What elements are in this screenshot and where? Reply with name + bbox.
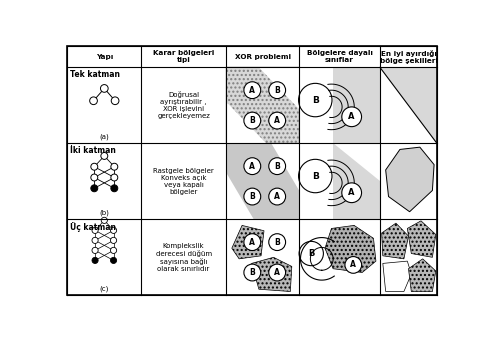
Text: Bölgelere dayalı
sınıflar: Bölgelere dayalı sınıflar <box>307 50 372 63</box>
Text: Yapı: Yapı <box>95 54 113 60</box>
Text: (b): (b) <box>99 210 109 216</box>
Circle shape <box>244 158 261 175</box>
Circle shape <box>111 227 117 234</box>
Circle shape <box>92 257 98 264</box>
Bar <box>226 219 299 295</box>
Circle shape <box>92 227 98 234</box>
Circle shape <box>111 257 117 264</box>
Circle shape <box>244 264 261 281</box>
Text: A: A <box>348 188 355 197</box>
Circle shape <box>269 112 285 129</box>
Text: A: A <box>249 86 255 95</box>
Circle shape <box>91 163 98 170</box>
Text: A: A <box>274 116 280 125</box>
Circle shape <box>345 256 362 273</box>
Circle shape <box>269 188 285 205</box>
Bar <box>299 67 380 143</box>
Text: Rastgele bölgeler
Konveks açık
veya kapalı
bölgeler: Rastgele bölgeler Konveks açık veya kapa… <box>153 168 214 195</box>
Polygon shape <box>408 259 436 292</box>
Circle shape <box>299 83 332 117</box>
Circle shape <box>100 85 108 92</box>
Polygon shape <box>383 261 411 292</box>
Text: Komplekslik
derecesi düğüm
sayısına bağlı
olarak sınırlıdır: Komplekslik derecesi düğüm sayısına bağl… <box>155 243 212 272</box>
Bar <box>226 67 299 143</box>
Circle shape <box>111 185 118 192</box>
Polygon shape <box>259 67 299 109</box>
Polygon shape <box>226 101 266 143</box>
Polygon shape <box>226 143 299 219</box>
Polygon shape <box>251 257 292 292</box>
Bar <box>380 143 437 219</box>
Bar <box>380 67 437 143</box>
Text: En iyi ayırdığı
bölge şekilleri: En iyi ayırdığı bölge şekilleri <box>379 50 437 64</box>
Bar <box>333 67 380 143</box>
Circle shape <box>92 237 98 243</box>
Circle shape <box>92 247 98 253</box>
Polygon shape <box>380 67 437 143</box>
Text: B: B <box>249 192 255 201</box>
Text: B: B <box>312 96 319 104</box>
Text: İki katman: İki katman <box>70 146 116 155</box>
Text: B: B <box>275 238 280 247</box>
Polygon shape <box>386 147 434 212</box>
Text: B: B <box>249 268 255 277</box>
Polygon shape <box>382 223 408 259</box>
Circle shape <box>244 234 261 250</box>
Polygon shape <box>325 225 376 273</box>
Circle shape <box>244 188 261 205</box>
Circle shape <box>269 234 285 250</box>
Circle shape <box>91 174 98 181</box>
Text: Karar bölgeleri
tipi: Karar bölgeleri tipi <box>153 50 214 63</box>
Circle shape <box>269 264 285 281</box>
Polygon shape <box>333 143 380 181</box>
Circle shape <box>299 159 332 193</box>
Text: B: B <box>308 249 314 258</box>
Text: Tek katman: Tek katman <box>70 70 120 79</box>
Bar <box>333 143 380 219</box>
Bar <box>299 219 380 295</box>
Circle shape <box>111 174 118 181</box>
Circle shape <box>111 163 118 170</box>
Text: A: A <box>274 192 280 201</box>
Circle shape <box>101 217 107 223</box>
Circle shape <box>111 97 119 104</box>
Circle shape <box>91 185 98 192</box>
Text: Üç katman: Üç katman <box>70 222 116 232</box>
Text: A: A <box>274 268 280 277</box>
Text: B: B <box>312 172 319 181</box>
Text: B: B <box>275 86 280 95</box>
Bar <box>226 67 299 143</box>
Bar <box>380 67 437 143</box>
Bar <box>299 143 380 219</box>
Circle shape <box>342 183 362 203</box>
Text: Doğrusal
ayrıştırabilir ,
XOR işlevini
gerçekleyemez: Doğrusal ayrıştırabilir , XOR işlevini g… <box>157 91 210 119</box>
Circle shape <box>342 107 362 127</box>
Polygon shape <box>232 225 264 259</box>
Bar <box>380 219 437 295</box>
Text: B: B <box>275 162 280 171</box>
Circle shape <box>111 237 117 243</box>
Bar <box>226 143 299 219</box>
Text: A: A <box>249 238 255 247</box>
Circle shape <box>90 97 97 104</box>
Polygon shape <box>407 221 436 257</box>
Circle shape <box>299 241 323 266</box>
Text: (c): (c) <box>99 286 109 292</box>
Text: XOR problemi: XOR problemi <box>235 54 291 60</box>
Circle shape <box>101 152 108 159</box>
Circle shape <box>269 158 285 175</box>
Circle shape <box>111 247 117 253</box>
Text: A: A <box>249 162 255 171</box>
Text: A: A <box>348 112 355 121</box>
Text: B: B <box>249 116 255 125</box>
Circle shape <box>269 82 285 99</box>
Circle shape <box>244 82 261 99</box>
Text: (a): (a) <box>99 134 109 140</box>
Text: A: A <box>350 261 356 269</box>
Circle shape <box>244 112 261 129</box>
